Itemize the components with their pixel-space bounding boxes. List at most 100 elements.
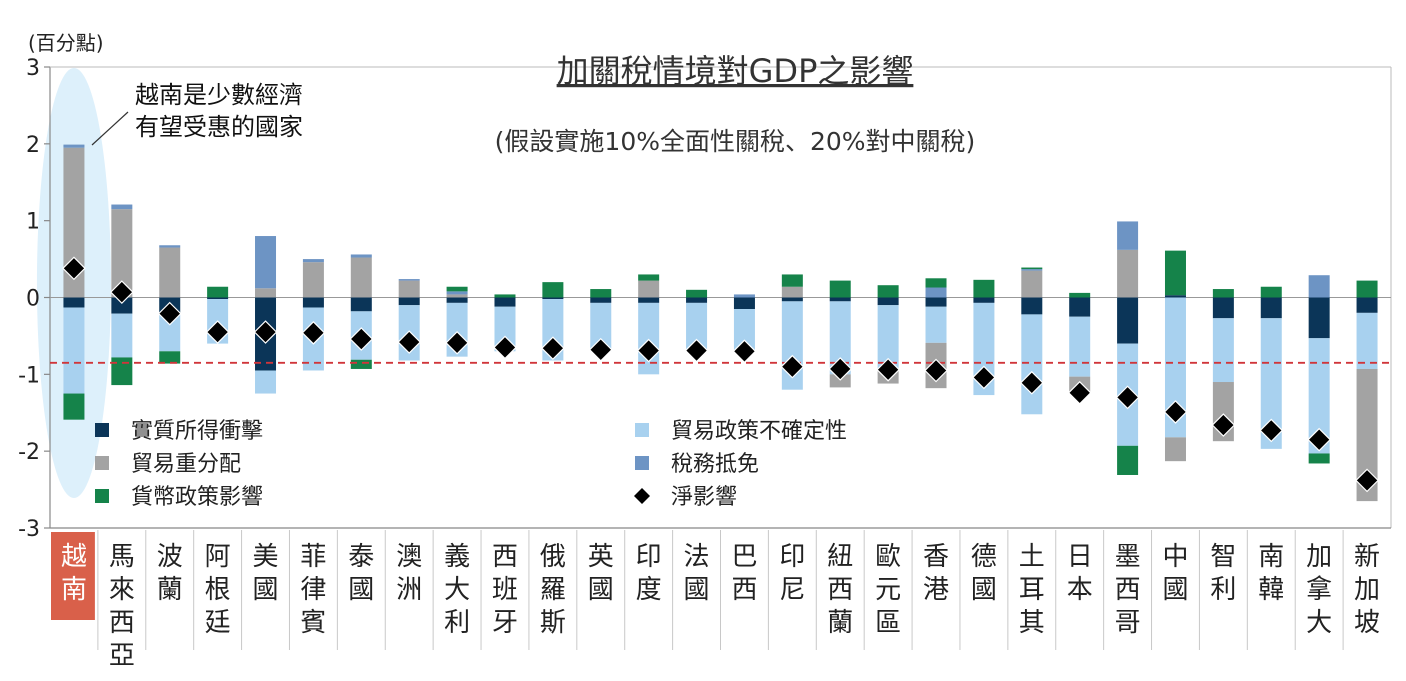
- bar-segment: [1021, 297, 1043, 315]
- bar-segment: [1260, 286, 1282, 298]
- bar-segment: [1021, 314, 1043, 415]
- category-label: 德: [971, 542, 997, 572]
- bar-segment: [1356, 280, 1378, 298]
- category-label: 利: [444, 608, 470, 638]
- net-markers: [62, 256, 1379, 493]
- bar-segment: [111, 313, 133, 358]
- category-label: 印: [779, 542, 805, 572]
- category-label: 美: [253, 542, 279, 572]
- category-label: 南: [1258, 542, 1284, 572]
- category-label: 哥: [1115, 608, 1141, 638]
- bar-segment: [542, 297, 564, 300]
- category-label: 國: [588, 575, 614, 605]
- net-impact-marker: [876, 357, 900, 382]
- bar-segment: [686, 297, 708, 303]
- category-label: 西: [492, 542, 518, 572]
- net-impact-marker: [541, 336, 565, 361]
- bar-segment: [733, 294, 755, 298]
- bar-segment: [350, 254, 372, 258]
- bar-segment: [1164, 297, 1186, 438]
- net-impact-marker: [684, 338, 709, 363]
- bar-segment: [877, 297, 899, 306]
- y-tick-label: 2: [26, 133, 40, 158]
- category-label: 菲: [300, 542, 326, 572]
- category-label: 義: [444, 542, 470, 572]
- bar-segment: [1212, 297, 1234, 319]
- net-impact-marker: [1019, 370, 1044, 395]
- bar-segment: [1356, 312, 1378, 369]
- legend-label: 淨影響: [671, 485, 737, 510]
- category-label: 土: [1019, 542, 1045, 572]
- bar-segment: [781, 297, 803, 302]
- bar-series: [50, 144, 1391, 502]
- category-label: 加: [1354, 575, 1380, 605]
- bar-segment: [973, 297, 995, 303]
- category-label: 英: [588, 542, 614, 572]
- category-label: 拿: [1306, 575, 1332, 605]
- category-label: 歐: [875, 542, 901, 572]
- category-label: 蘭: [157, 575, 183, 605]
- legend-label: 實質所得衝擊: [131, 419, 263, 444]
- net-impact-marker: [109, 280, 134, 304]
- bar-segment: [1212, 289, 1234, 298]
- y-tick-label: -3: [18, 517, 40, 542]
- legend-swatch: [635, 423, 649, 437]
- category-label: 日: [1067, 542, 1093, 572]
- net-impact-marker: [157, 301, 182, 326]
- category-label: 牙: [492, 608, 518, 638]
- legend-swatch: [635, 456, 649, 470]
- bar-segment: [1021, 269, 1043, 271]
- net-impact-marker: [301, 320, 326, 345]
- category-label: 阿: [205, 542, 231, 572]
- category-label: 本: [1067, 575, 1093, 605]
- bar-segment: [159, 245, 181, 248]
- y-tick-label: 1: [26, 210, 40, 235]
- category-label: 度: [636, 575, 662, 605]
- bar-segment: [159, 351, 181, 364]
- category-label: 印: [636, 542, 662, 572]
- category-label: 律: [300, 575, 326, 605]
- category-label: 廷: [205, 608, 231, 638]
- bar-segment: [111, 209, 133, 298]
- category-label: 國: [348, 575, 374, 605]
- category-label: 墨: [1115, 542, 1141, 572]
- category-label: 國: [684, 575, 710, 605]
- category-label: 來: [109, 575, 135, 605]
- category-label: 羅: [540, 575, 566, 605]
- bar-segment: [1021, 267, 1043, 270]
- bar-segment: [925, 297, 947, 307]
- bar-segment: [542, 282, 564, 298]
- net-impact-marker: [445, 330, 469, 355]
- axes: 3 2 1 0 -1 -2 -3: [18, 56, 1392, 650]
- net-impact-marker: [493, 335, 517, 360]
- net-impact-marker: [636, 338, 661, 363]
- bar-segment: [1356, 297, 1378, 313]
- category-label: 韓: [1258, 575, 1284, 605]
- chart-subtitle: (假設實施10%全面性關稅、20%對中關稅): [495, 127, 976, 156]
- bar-segment: [1260, 318, 1282, 449]
- category-label: 國: [1162, 575, 1188, 605]
- category-label: 元: [875, 575, 901, 605]
- category-label: 南: [61, 575, 87, 605]
- net-impact-marker: [588, 337, 613, 362]
- bar-segment: [1021, 270, 1043, 298]
- bar-segment: [1069, 297, 1091, 317]
- category-label: 西: [109, 608, 135, 638]
- bar-segment: [159, 247, 181, 298]
- bar-segment: [302, 262, 324, 298]
- bar-segment: [350, 297, 372, 312]
- y-tick-label: 3: [26, 56, 40, 81]
- bar-segment: [111, 204, 133, 210]
- bar-segment: [973, 279, 995, 298]
- category-label: 其: [1019, 608, 1045, 638]
- category-label: 法: [684, 542, 710, 572]
- bar-segment: [1308, 453, 1330, 464]
- bar-segment: [1069, 292, 1091, 298]
- bar-segment: [925, 287, 947, 298]
- bar-segment: [350, 257, 372, 298]
- bar-segment: [446, 294, 468, 298]
- bar-segment: [638, 274, 660, 281]
- annotation-line-1: 越南是少數經濟: [135, 81, 303, 109]
- net-impact-marker: [205, 320, 230, 344]
- legend-swatch: [95, 489, 109, 503]
